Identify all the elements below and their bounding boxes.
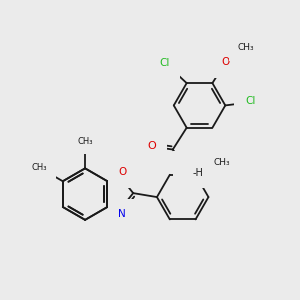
Text: Cl: Cl [160,58,170,68]
Text: O: O [221,57,230,67]
Text: Cl: Cl [245,97,255,106]
Text: CH₃: CH₃ [32,163,47,172]
Text: N: N [184,162,193,172]
Text: O: O [118,167,126,177]
Text: CH₃: CH₃ [213,158,230,167]
Text: N: N [118,209,126,219]
Text: CH₃: CH₃ [77,137,93,146]
Text: O: O [148,141,156,151]
Text: CH₃: CH₃ [238,43,254,52]
Text: -H: -H [192,168,203,178]
